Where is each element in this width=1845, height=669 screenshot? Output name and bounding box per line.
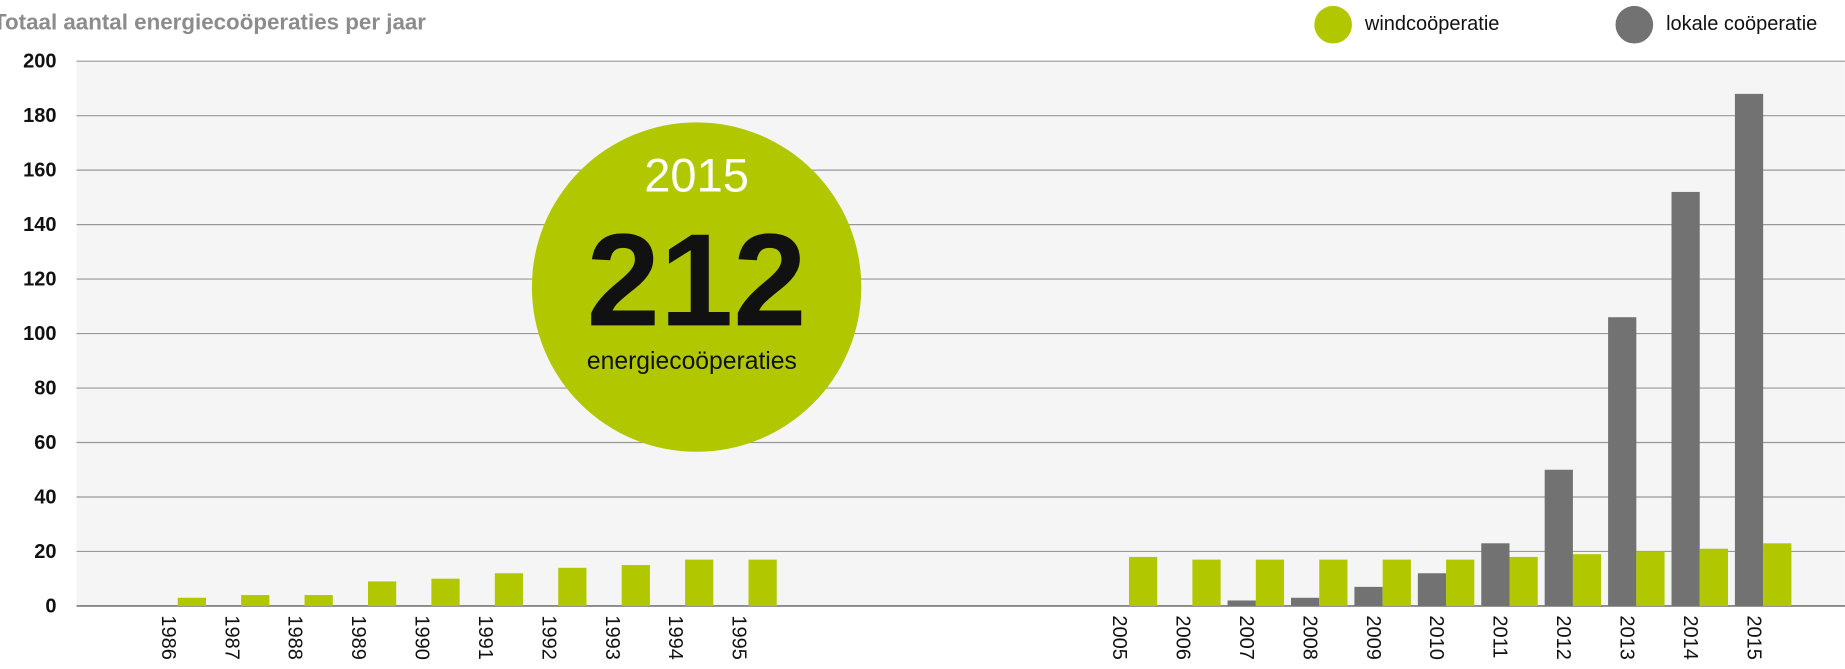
bar bbox=[1446, 559, 1475, 606]
x-tick-label: 2010 bbox=[1425, 615, 1447, 659]
legend-swatch bbox=[1314, 5, 1352, 44]
y-tick-label: 60 bbox=[34, 432, 56, 454]
x-tick-label: 2008 bbox=[1298, 615, 1320, 659]
bar bbox=[1699, 548, 1728, 606]
x-tick-label: 1991 bbox=[474, 615, 496, 659]
bar bbox=[1509, 556, 1538, 606]
x-tick-label: 1994 bbox=[664, 615, 686, 659]
x-tick-label: 1988 bbox=[284, 615, 306, 659]
x-tick-label: 1987 bbox=[220, 615, 242, 659]
y-tick-label: 180 bbox=[23, 105, 56, 127]
bar bbox=[1192, 559, 1221, 606]
x-tick-label: 1992 bbox=[537, 615, 559, 659]
annotation-total: 212 bbox=[587, 206, 807, 353]
x-tick-label: 1990 bbox=[411, 615, 433, 659]
bar bbox=[1255, 559, 1285, 606]
x-tick-label: 2015 bbox=[1742, 615, 1764, 659]
bar bbox=[1319, 559, 1348, 606]
bar bbox=[1382, 559, 1411, 606]
y-tick-label: 120 bbox=[23, 269, 56, 291]
bar bbox=[1572, 554, 1602, 606]
bar bbox=[431, 578, 460, 606]
bar bbox=[1734, 93, 1764, 606]
x-tick-label: 2014 bbox=[1679, 615, 1701, 659]
x-tick-label: 2013 bbox=[1615, 615, 1637, 659]
y-tick-label: 200 bbox=[23, 51, 56, 73]
x-tick-label: 2011 bbox=[1489, 615, 1511, 658]
x-tick-label: 2005 bbox=[1108, 615, 1130, 659]
bar bbox=[1636, 551, 1665, 606]
y-tick-label: 40 bbox=[34, 486, 56, 508]
bar bbox=[494, 573, 524, 606]
bar bbox=[1354, 586, 1383, 606]
bar bbox=[1544, 469, 1573, 606]
x-tick-label: 1995 bbox=[728, 615, 750, 659]
annotation-label: energiecoöperaties bbox=[587, 348, 797, 375]
x-tick-label: 1989 bbox=[347, 615, 369, 659]
bar bbox=[1291, 597, 1320, 606]
bar bbox=[621, 565, 650, 606]
bar bbox=[241, 595, 270, 606]
annotation-year: 2015 bbox=[644, 148, 749, 201]
bar bbox=[1227, 600, 1256, 606]
x-tick-label: 2006 bbox=[1172, 615, 1194, 659]
bar bbox=[304, 595, 333, 606]
legend-label: lokale coöperatie bbox=[1666, 13, 1817, 35]
bar bbox=[685, 559, 714, 606]
x-tick-label: 1993 bbox=[601, 615, 623, 659]
annotation-circle bbox=[531, 122, 862, 452]
bar bbox=[1671, 191, 1700, 606]
legend-swatch bbox=[1615, 5, 1654, 44]
x-tick-label: 2009 bbox=[1362, 615, 1384, 659]
bar bbox=[1417, 573, 1447, 606]
y-tick-label: 20 bbox=[34, 541, 56, 563]
chart-title: Totaal aantal energiecoöperaties per jaa… bbox=[0, 9, 426, 34]
bar bbox=[1608, 317, 1637, 606]
bar bbox=[1128, 556, 1158, 606]
x-tick-label: 2007 bbox=[1235, 615, 1257, 659]
bar bbox=[367, 581, 397, 606]
y-tick-label: 100 bbox=[23, 323, 56, 345]
legend-label: windcoöperatie bbox=[1364, 13, 1500, 35]
x-tick-label: 2012 bbox=[1552, 615, 1574, 659]
y-tick-label: 80 bbox=[34, 377, 56, 399]
y-tick-label: 140 bbox=[23, 214, 56, 236]
bar bbox=[748, 559, 777, 606]
bar bbox=[1763, 543, 1792, 606]
bar bbox=[558, 567, 587, 606]
y-tick-label: 0 bbox=[45, 595, 56, 617]
y-tick-label: 160 bbox=[23, 160, 56, 182]
x-tick-label: 1986 bbox=[157, 615, 179, 659]
bar bbox=[177, 597, 206, 606]
bar bbox=[1481, 543, 1510, 606]
